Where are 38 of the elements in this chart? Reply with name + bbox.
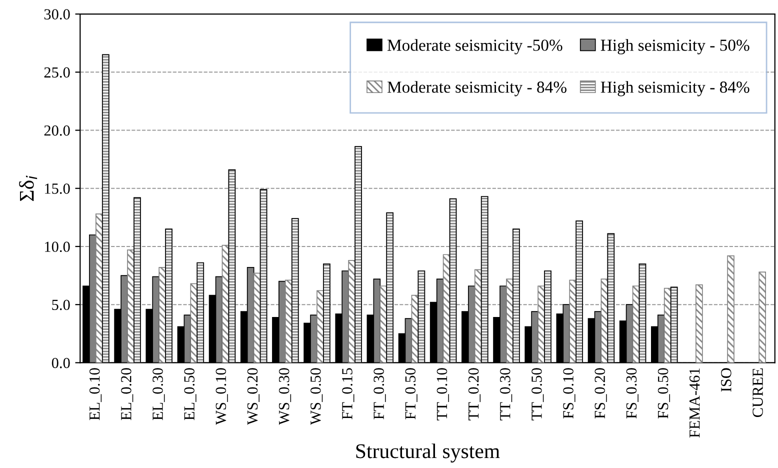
- x-tick-label: FT_0.15: [342, 368, 354, 420]
- x-axis-title: Structural system: [356, 444, 500, 463]
- x-tick-label: WS_0.30: [278, 368, 292, 425]
- y-tick-label: 0.0: [52, 358, 70, 368]
- bar: [758, 272, 766, 363]
- y-tick-label: 10.0: [45, 242, 70, 252]
- y-axis-title: Σδ$_{i}$: [19, 176, 38, 201]
- x-tick-label: FS_0.30: [626, 368, 638, 418]
- bar: [696, 284, 703, 363]
- legend-label: High seismicity - 50%: [600, 39, 750, 54]
- x-tick-label: TT_0.20: [468, 368, 481, 420]
- x-tick-label: WS_0.10: [216, 368, 228, 425]
- y-tick-label: 20.0: [44, 125, 70, 136]
- y-tick-label: 30.0: [44, 9, 70, 20]
- x-tick-label: EL_0.10: [89, 368, 102, 420]
- x-tick-label: EL_0.50: [184, 368, 196, 420]
- bar: [727, 255, 734, 363]
- y-tick-label: 5.0: [52, 300, 70, 310]
- x-tick-label: EL_0.20: [121, 368, 134, 420]
- x-tick-label: TT_0.30: [500, 368, 512, 420]
- y-tick-label: 15.0: [45, 184, 70, 194]
- x-tick-label: CUREE: [752, 368, 763, 418]
- x-tick-label: WS_0.50: [310, 368, 323, 425]
- x-tick-label: FT_0.50: [405, 368, 418, 420]
- x-tick-label: FEMA-461: [689, 368, 700, 438]
- x-tick-label: WS_0.20: [247, 368, 260, 425]
- legend-label: Moderate seismicity -50%: [387, 39, 562, 54]
- x-tick-label: EL_0.30: [152, 368, 165, 420]
- x-tick-label: ISO: [721, 368, 732, 392]
- y-tick-label: 25.0: [44, 67, 70, 78]
- x-tick-label: FS_0.20: [594, 368, 607, 418]
- x-tick-label: FS_0.50: [658, 368, 670, 418]
- x-tick-label: TT_0.10: [436, 368, 449, 420]
- legend-label: High seismicity - 84%: [600, 81, 750, 96]
- x-tick-label: FS_0.10: [563, 368, 576, 418]
- x-tick-label: TT_0.50: [532, 368, 544, 420]
- x-tick-label: FT_0.30: [374, 368, 386, 420]
- legend-label: Moderate seismicity - 84%: [387, 81, 566, 96]
